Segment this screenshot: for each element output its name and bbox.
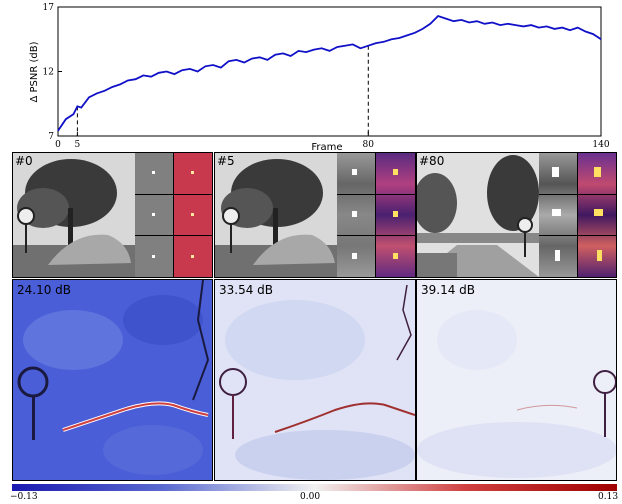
kernel-grid-0 <box>135 153 212 277</box>
kernel-grid-5 <box>337 153 415 277</box>
kernel-grid-80 <box>539 153 616 277</box>
colorbar-min-label: −0.13 <box>10 492 38 502</box>
y-tick-label: 7 <box>48 132 54 142</box>
frame-panels-row: #0 #5 <box>12 152 617 278</box>
y-axis-label: Δ PSNR (dB) <box>29 41 40 102</box>
psnr-series-line <box>57 14 602 132</box>
x-tick-label: 140 <box>592 140 609 150</box>
frame-label-0: #0 <box>15 154 33 168</box>
psnr-label-5: 33.54 dB <box>219 283 274 297</box>
colorbar <box>12 484 617 491</box>
x-tick-label: 5 <box>75 140 81 150</box>
x-tick-label: 0 <box>55 140 61 150</box>
y-tick-label: 17 <box>43 3 55 13</box>
frame-panel-5: #5 <box>214 152 416 278</box>
colorbar-max-label: 0.13 <box>598 492 619 502</box>
error-map-5: 33.54 dB <box>214 279 416 481</box>
frame-label-80: #80 <box>419 154 445 168</box>
frame-panel-0: #0 <box>12 152 213 278</box>
frame-photo-0 <box>13 153 135 277</box>
colorbar-mid-label: 0.00 <box>300 492 321 502</box>
psnr-label-80: 39.14 dB <box>421 283 476 297</box>
y-tick-label: 12 <box>43 68 54 78</box>
psnr-chart: 0 5 80 140 7 12 17 Frame Δ PSNR (dB) <box>29 3 610 152</box>
frame-photo-80 <box>417 153 539 277</box>
x-tick-label: 80 <box>363 140 375 150</box>
error-map-0: 24.10 dB <box>12 279 213 481</box>
frame-photo-5 <box>215 153 337 277</box>
error-maps-row: 24.10 dB 33.54 dB 39.14 dB <box>12 279 617 481</box>
frame-panel-80: #80 <box>416 152 617 278</box>
frame-label-5: #5 <box>217 154 235 168</box>
error-map-80: 39.14 dB <box>416 279 617 481</box>
psnr-label-0: 24.10 dB <box>17 283 72 297</box>
x-axis-label: Frame <box>311 142 342 152</box>
